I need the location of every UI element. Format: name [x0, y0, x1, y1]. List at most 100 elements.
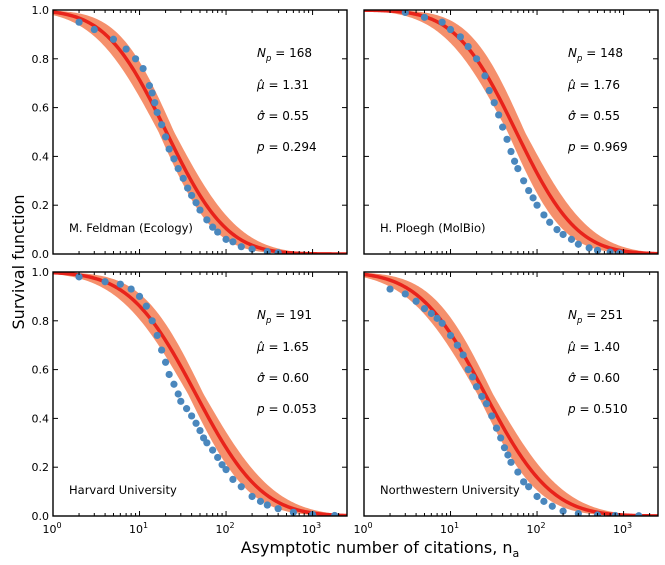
- data-point: [248, 245, 256, 253]
- data-point: [503, 135, 511, 143]
- data-point: [464, 43, 472, 51]
- stat-sigma: σ̂ = 0.55: [257, 109, 309, 123]
- data-point: [127, 285, 135, 293]
- data-point: [75, 18, 83, 26]
- data-point: [438, 18, 446, 26]
- confidence-band: [364, 10, 658, 254]
- data-point: [481, 72, 489, 80]
- y-tick-label: 1.0: [32, 4, 50, 17]
- data-point: [209, 446, 217, 454]
- stat-p: p = 0.294: [256, 140, 317, 154]
- data-point: [90, 25, 98, 34]
- data-point: [504, 451, 512, 459]
- x-tick-label: 103: [302, 521, 321, 536]
- x-tick-label-exponent: 1: [454, 521, 459, 530]
- data-point: [237, 483, 245, 491]
- data-point: [331, 511, 339, 516]
- x-tick-label: 101: [440, 521, 459, 536]
- data-point: [116, 280, 124, 288]
- stat-mu: μ̂ = 1.65: [256, 340, 309, 354]
- data-point: [540, 211, 548, 219]
- data-point: [170, 380, 178, 388]
- data-point: [188, 191, 196, 200]
- data-point: [420, 13, 429, 21]
- y-tick-label: 0.2: [32, 199, 50, 212]
- panel-label: Harvard University: [69, 483, 177, 497]
- data-point: [289, 508, 297, 516]
- data-point: [161, 358, 170, 366]
- data-point: [559, 230, 567, 239]
- data-point: [222, 235, 230, 243]
- data-point: [229, 475, 237, 483]
- x-tick-label: 103: [613, 521, 632, 536]
- data-point: [256, 497, 265, 505]
- data-point: [153, 108, 161, 117]
- data-point: [488, 412, 496, 420]
- data-point: [165, 370, 173, 379]
- data-point: [464, 366, 472, 374]
- stat-sigma: σ̂ = 0.55: [568, 109, 620, 123]
- stat-mu: μ̂ = 1.40: [567, 340, 620, 354]
- data-point: [446, 331, 455, 340]
- x-axis-label-main: Asymptotic number of citations, n: [241, 538, 513, 557]
- panel-label: Northwestern University: [380, 483, 520, 497]
- data-point: [593, 246, 602, 254]
- y-tick-label: 0.8: [32, 315, 50, 328]
- data-point: [75, 273, 83, 281]
- data-point: [514, 468, 522, 476]
- x-tick-label-exponent: 0: [56, 521, 61, 530]
- data-point: [548, 502, 556, 510]
- data-point: [196, 206, 204, 214]
- x-tick-label: 100: [353, 521, 372, 536]
- x-tick-label-exponent: 2: [229, 521, 234, 530]
- y-tick-label: 0.6: [32, 102, 50, 115]
- data-point: [585, 244, 593, 252]
- data-point: [109, 35, 118, 43]
- data-point: [427, 309, 435, 318]
- panel-label: H. Ploegh (MolBio): [380, 221, 486, 235]
- data-point: [490, 99, 498, 107]
- data-point: [170, 155, 178, 163]
- data-point: [174, 390, 182, 398]
- data-point: [139, 64, 147, 73]
- data-point: [183, 405, 191, 413]
- data-point: [101, 278, 109, 286]
- stat-sigma: σ̂ = 0.60: [257, 371, 309, 385]
- data-point: [478, 392, 486, 401]
- y-tick-label: 0.4: [32, 150, 50, 163]
- data-point: [184, 184, 192, 192]
- data-point: [469, 373, 477, 381]
- data-point: [263, 501, 271, 509]
- data-point: [456, 33, 464, 41]
- data-point: [520, 177, 528, 185]
- data-point: [529, 194, 537, 202]
- data-point: [248, 492, 256, 501]
- data-point: [386, 285, 394, 293]
- data-point: [546, 218, 554, 226]
- x-tick-label-exponent: 0: [367, 521, 372, 530]
- data-point: [472, 383, 481, 391]
- data-point: [540, 497, 548, 505]
- x-tick-label-exponent: 3: [316, 521, 321, 530]
- data-point: [510, 157, 519, 165]
- data-point: [433, 314, 441, 322]
- y-tick-label: 0.0: [32, 248, 50, 261]
- x-tick-label-exponent: 1: [143, 521, 148, 530]
- y-tick-label: 0.0: [32, 510, 50, 523]
- data-point: [131, 55, 140, 63]
- stat-mu: μ̂ = 1.31: [256, 78, 309, 92]
- y-tick-label: 0.8: [32, 53, 50, 66]
- data-point: [412, 297, 420, 305]
- data-point: [148, 317, 156, 325]
- stat-mu: μ̂ = 1.76: [567, 78, 620, 92]
- data-point: [158, 346, 166, 354]
- data-point: [142, 302, 150, 310]
- panel-1: 0.0 0.2 0.4 0.6 0.8 1.0 Np = 168 μ̂ = 1.31 σ̂ = …: [32, 4, 348, 261]
- data-point: [520, 478, 528, 486]
- panel-label: M. Feldman (Ecology): [69, 221, 193, 235]
- data-point: [492, 424, 501, 432]
- data-point: [214, 228, 222, 236]
- x-tick-label-exponent: 3: [627, 521, 632, 530]
